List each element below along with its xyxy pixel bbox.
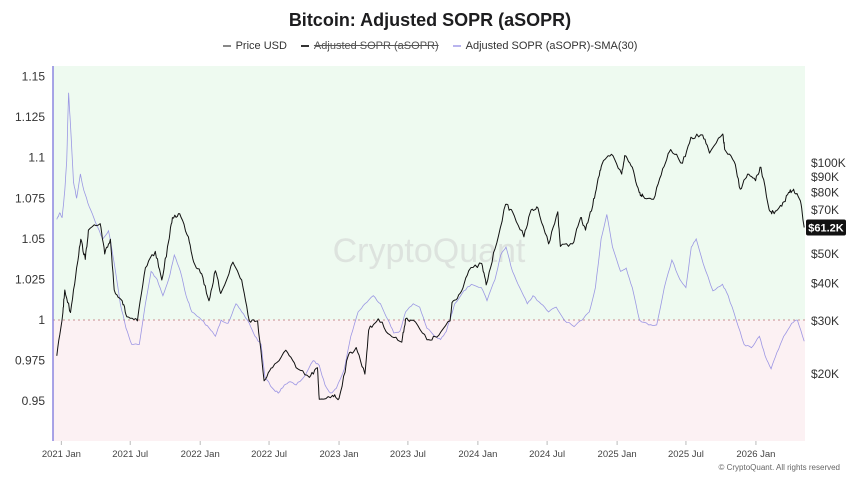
- y-right-tick-label: $40K: [811, 276, 839, 290]
- x-tick-label: 2025 Jul: [668, 449, 704, 460]
- x-tick-label: 2021 Jul: [112, 449, 148, 460]
- x-tick-label: 2022 Jan: [181, 449, 220, 460]
- x-axis-ticks: 2021 Jan 2021 Jul 2022 Jan 2022 Jul 2023 Jan…: [42, 441, 775, 460]
- y-right-tick-label: $70K: [811, 203, 839, 217]
- y-right-tick-label: $30K: [811, 314, 839, 328]
- x-tick-label: 2022 Jul: [251, 449, 287, 460]
- y-left-tick-label: 1.05: [22, 232, 46, 246]
- copyright-text: © CryptoQuant. All rights reserved: [718, 463, 841, 472]
- legend-label-price: Price USD: [235, 40, 287, 52]
- current-price-badge-box: [806, 219, 846, 236]
- y-right-tick-label: $90K: [811, 170, 839, 184]
- sma-series-line: [56, 92, 805, 394]
- y-left-tick-label: 0.975: [15, 354, 45, 368]
- x-tick-label: 2023 Jan: [319, 449, 358, 460]
- x-tick-label: 2021 Jan: [42, 449, 81, 460]
- legend-swatch-asopr: [300, 45, 309, 47]
- legend-item-asopr-sma[interactable]: Adjusted SOPR (aSOPR)-SMA(30): [452, 40, 638, 52]
- x-tick-label: 2024 Jul: [529, 449, 565, 460]
- legend-item-asopr[interactable]: Adjusted SOPR (aSOPR): [300, 40, 439, 52]
- legend-label-asopr: Adjusted SOPR (aSOPR): [313, 40, 439, 52]
- right-axis-ticks: $100K$90K$80K $70K $50K $40K $30K $20K: [811, 156, 846, 381]
- price-series-line: [56, 133, 805, 401]
- watermark: CryptoQuant: [333, 232, 526, 270]
- y-left-tick-label: 1.125: [15, 110, 45, 124]
- above-one-region: [53, 66, 805, 321]
- y-right-tick-label: $80K: [811, 185, 839, 199]
- y-left-tick-label: 1: [38, 313, 45, 327]
- legend-swatch-price: [222, 45, 231, 47]
- y-left-tick-label: 1.1: [28, 151, 45, 165]
- y-left-tick-label: 0.95: [22, 394, 46, 408]
- legend-swatch-asopr-sma: [452, 45, 461, 47]
- below-one-region: [53, 320, 805, 441]
- x-tick-label: 2026 Jan: [736, 449, 775, 460]
- y-right-tick-label: $20K: [811, 367, 839, 381]
- chart-title: Bitcoin: Adjusted SOPR (aSOPR): [288, 10, 572, 30]
- chart-legend: Price USD Adjusted SOPR (aSOPR) Adjusted…: [0, 40, 860, 52]
- current-price-badge: $61.2K: [806, 219, 846, 236]
- y-left-tick-label: 1.025: [15, 272, 45, 286]
- x-tick-label: 2023 Jul: [390, 449, 426, 460]
- legend-label-asopr-sma: Adjusted SOPR (aSOPR)-SMA(30): [465, 40, 638, 52]
- x-tick-label: 2024 Jan: [458, 449, 497, 460]
- left-axis-ticks: 1.15 1.125 1.1 1.075 1.05 1.025 1 0.975 0.95: [15, 70, 45, 409]
- current-price-label: $61.2K: [808, 223, 844, 235]
- y-right-tick-label: $50K: [811, 247, 839, 261]
- y-right-tick-label: $100K: [811, 156, 846, 170]
- y-left-tick-label: 1.075: [15, 191, 45, 205]
- x-tick-label: 2025 Jan: [598, 449, 637, 460]
- y-left-tick-label: 1.15: [22, 70, 46, 84]
- price-series-group: [56, 133, 805, 401]
- legend-item-price[interactable]: Price USD: [222, 40, 287, 52]
- sma-series-group: [56, 92, 805, 394]
